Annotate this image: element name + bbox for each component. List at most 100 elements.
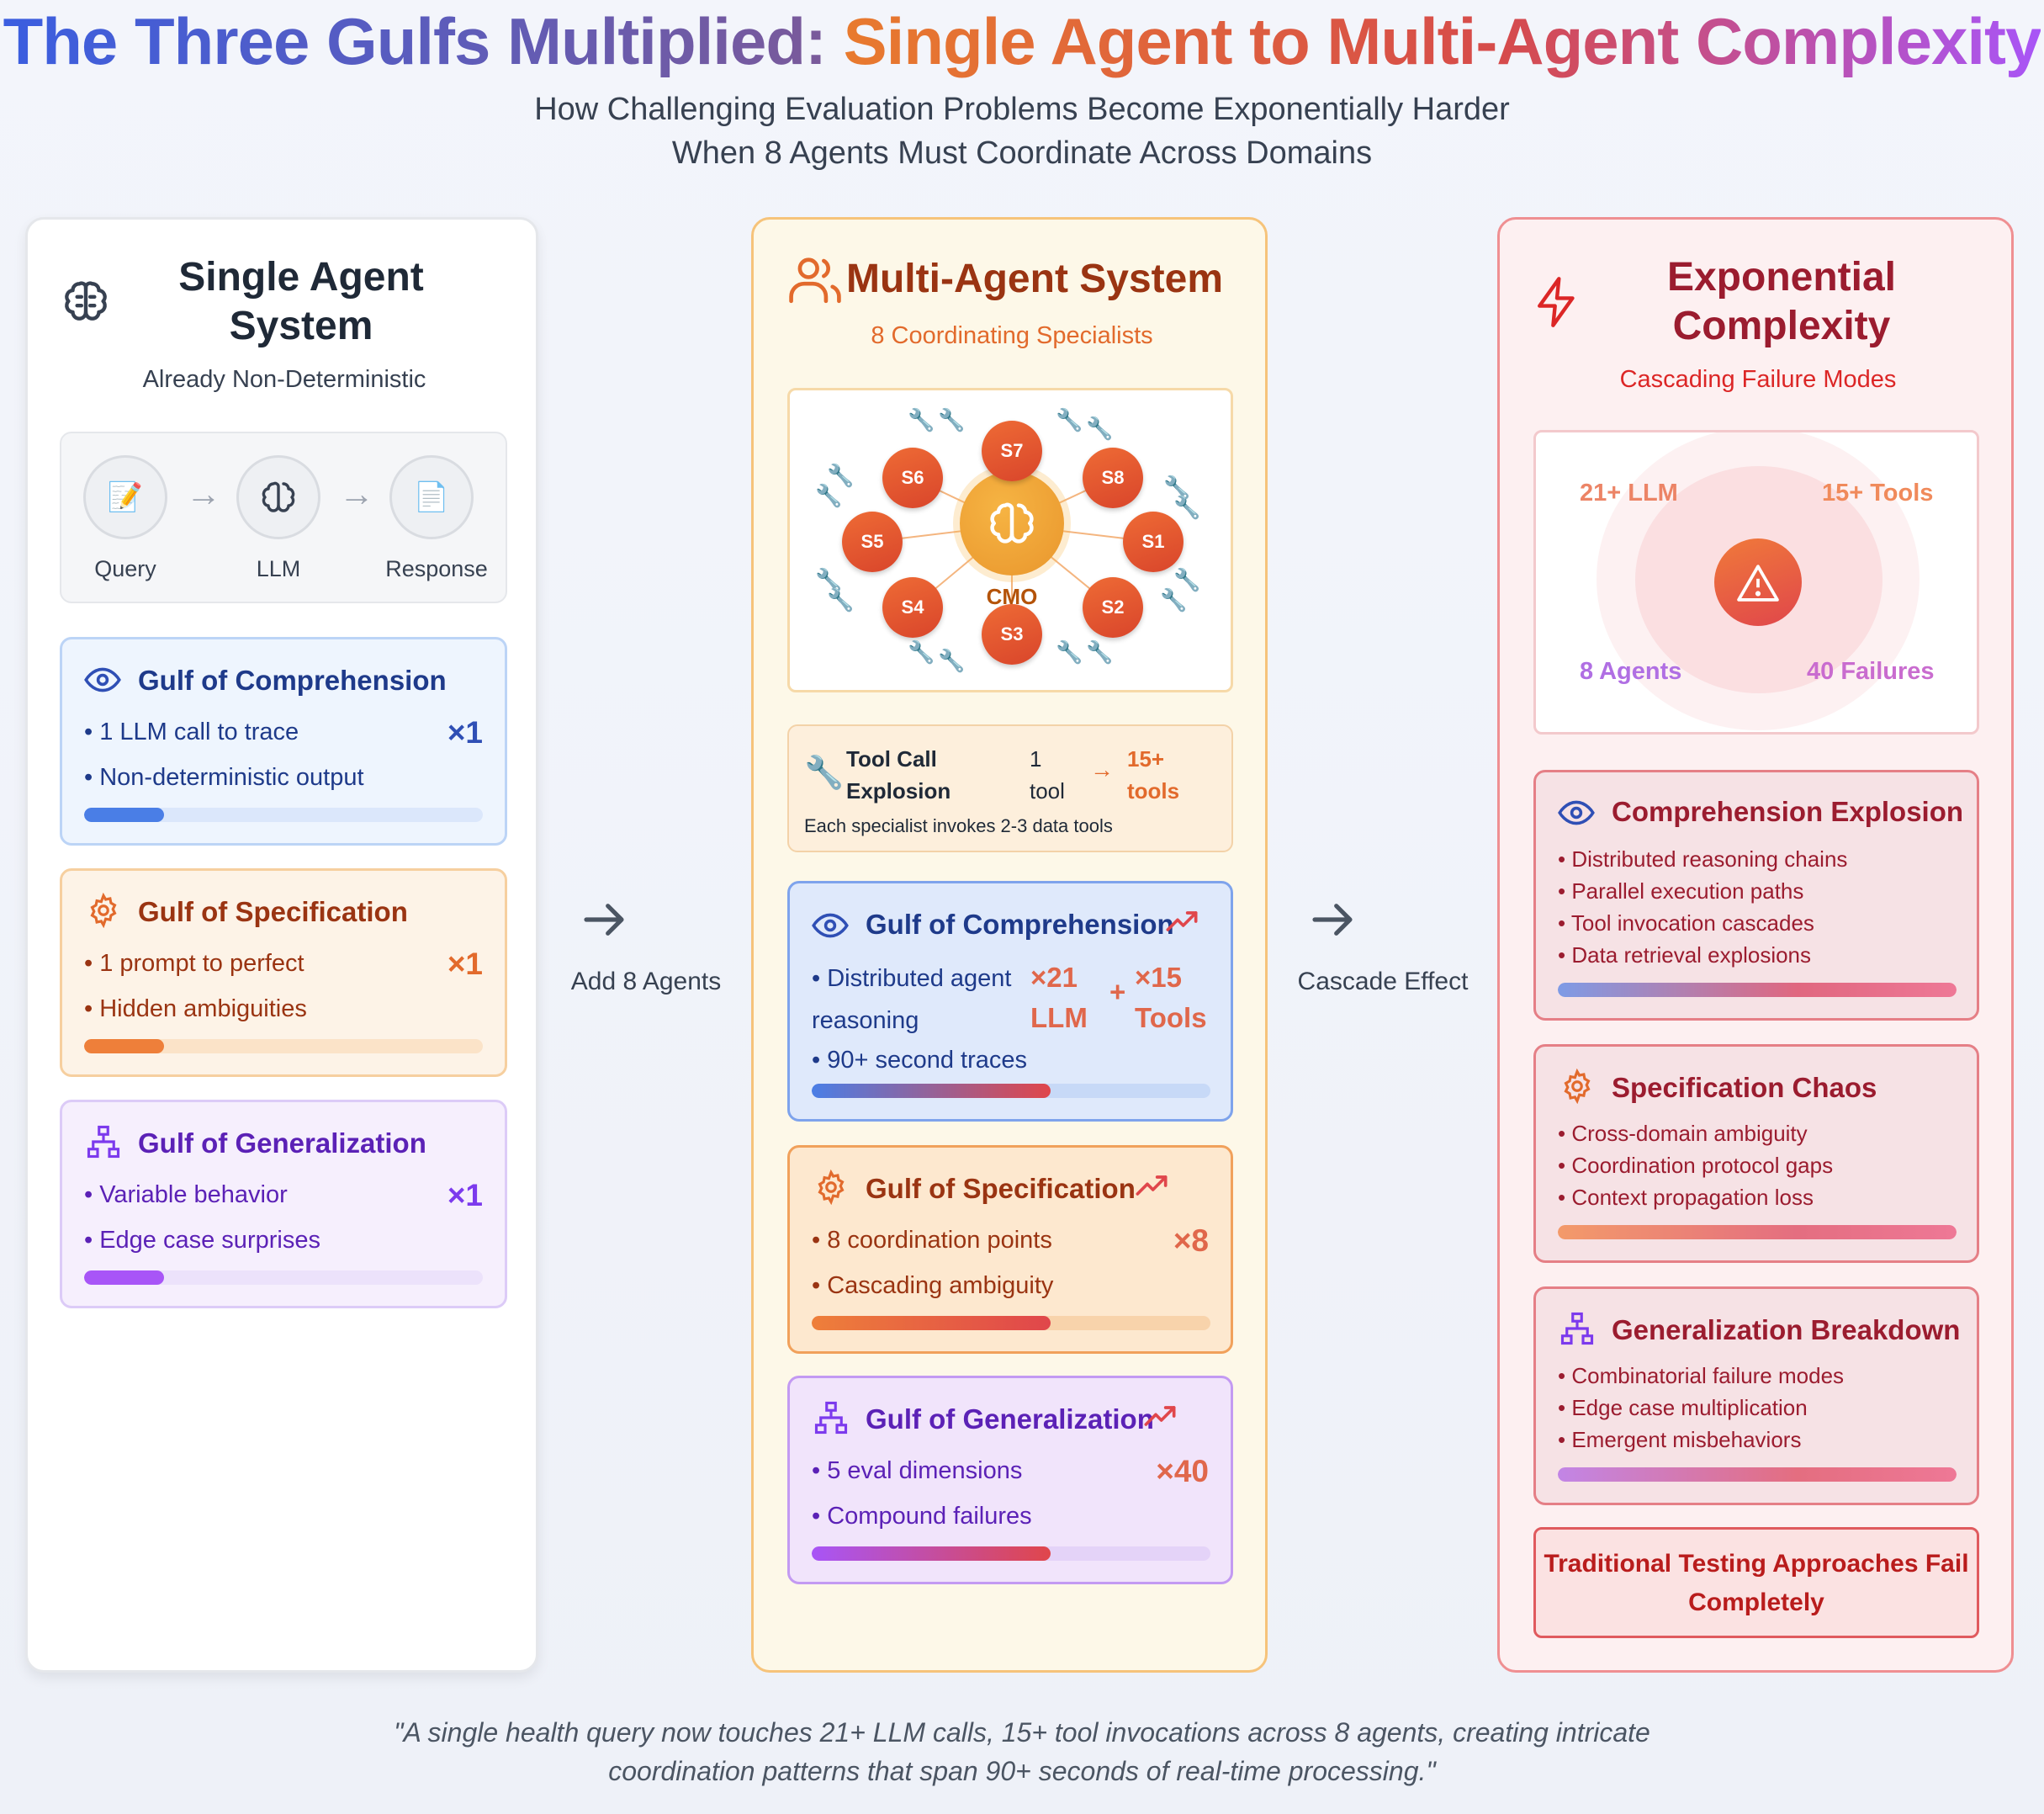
multi-gulf-comprehension: Gulf of Comprehension • Distributed agen… xyxy=(787,881,1233,1122)
gulf-item: • Cascading ambiguity xyxy=(812,1272,1054,1299)
users-icon xyxy=(789,255,841,308)
gulf-progress-fill xyxy=(84,1039,164,1053)
specification-chaos: Specification Chaos • Cross-domain ambig… xyxy=(1533,1044,1979,1263)
trend-up-icon xyxy=(1165,909,1199,938)
section-bar-fill xyxy=(1558,983,1957,997)
exponential-title: Exponential Complexity xyxy=(1592,253,1971,351)
multi-gulf-generalization: Gulf of Generalization • 5 eval dimensio… xyxy=(787,1376,1233,1584)
gear-icon xyxy=(86,892,121,932)
llm-label: LLM xyxy=(256,556,301,581)
section-title: Generalization Breakdown xyxy=(1612,1314,1961,1345)
single-gulf-comprehension: Gulf of Comprehension • 1 LLM call to tr… xyxy=(60,637,507,846)
tce-title-line2: Explosion xyxy=(846,778,951,804)
agent-node-s5: S5 xyxy=(842,512,903,572)
gulf-multiplier: ×8 xyxy=(1173,1223,1209,1258)
gulf-title: Gulf of Specification xyxy=(138,896,408,927)
wrench-icon: 🔧 xyxy=(1173,495,1201,520)
gulf-multiplier: ×1 xyxy=(447,715,483,750)
multi-gulf-specification: Gulf of Specification • 8 coordination p… xyxy=(787,1145,1233,1354)
comprehension-explosion: Comprehension Explosion • Distributed re… xyxy=(1533,770,1979,1021)
gear-icon xyxy=(813,1169,849,1209)
single-agent-panel: Single Agent System Already Non-Determin… xyxy=(25,217,538,1673)
response-label: Response xyxy=(385,556,488,581)
query-label: Query xyxy=(94,556,156,581)
multi-agent-panel: Multi-Agent System 8 Coordinating Specia… xyxy=(751,217,1268,1673)
gulf-progress-bar xyxy=(812,1546,1210,1561)
gulf-multiplier: ×1 xyxy=(447,1178,483,1212)
tce-title-line1: Tool Call xyxy=(846,746,937,772)
gulf-progress-fill xyxy=(812,1084,1051,1098)
gulf-progress-fill xyxy=(84,1270,164,1285)
wrench-icon: 🔧 xyxy=(908,639,935,665)
section-item: • Parallel execution paths xyxy=(1558,878,1804,904)
wrench-icon: 🔧 xyxy=(938,407,966,432)
cmo-node xyxy=(960,471,1064,575)
gulf-item-line2: reasoning xyxy=(812,1007,919,1034)
wrench-icon: 🔧 xyxy=(1163,475,1191,500)
gear-icon xyxy=(1559,1068,1595,1108)
gulf-title: Gulf of Generalization xyxy=(866,1403,1154,1435)
risk-agents-label: 8 Agents xyxy=(1580,658,1682,685)
plus-sign: + xyxy=(1109,976,1126,1007)
fail-line2: Completely xyxy=(1688,1589,1824,1616)
mult-llm-line2: LLM xyxy=(1030,1002,1088,1033)
gulf-progress-bar xyxy=(84,1039,483,1053)
arrow-right-icon xyxy=(1309,887,1356,954)
gulf-progress-bar xyxy=(812,1316,1210,1330)
section-bar xyxy=(1558,1467,1957,1482)
tce-from: 1 tool xyxy=(1030,743,1065,807)
warning-icon xyxy=(1737,565,1779,602)
multi-subtitle: 8 Coordinating Specialists xyxy=(871,322,1153,349)
gulf-item: • Variable behavior xyxy=(84,1181,288,1208)
quote-line1: "A single health query now touches 21+ L… xyxy=(394,1717,1650,1748)
gulf-item: • Distributed agent reasoning xyxy=(812,957,1011,1042)
mult-tools-line2: Tools xyxy=(1135,1002,1207,1033)
gulf-item: • 8 coordination points xyxy=(812,1227,1052,1254)
risk-llm-label: 21+ LLM xyxy=(1580,480,1678,507)
subtitle-line1: How Challenging Evaluation Problems Beco… xyxy=(534,92,1510,127)
query-node: 📝 xyxy=(83,455,167,539)
wrench-icon: 🔧 xyxy=(815,483,843,508)
wrench-icon: 🔧 xyxy=(908,407,935,432)
agent-node-s2: S2 xyxy=(1083,577,1143,638)
tce-from-line2: tool xyxy=(1030,778,1065,804)
wrench-icon: 🔧 xyxy=(1056,407,1083,432)
wrench-icon: 🔧 xyxy=(827,587,855,613)
single-title: Single Agent System xyxy=(137,253,465,351)
agent-network: CMO S7 S8 S1 S2 S3 S4 S5 S6 🔧 🔧 🔧 🔧 🔧 🔧 … xyxy=(787,388,1233,692)
exponential-panel: Exponential Complexity Cascading Failure… xyxy=(1497,217,2014,1673)
gulf-title: Gulf of Comprehension xyxy=(138,665,447,696)
risk-tools-label: 15+ Tools xyxy=(1822,480,1934,507)
single-title-line2: System xyxy=(229,304,373,348)
mult-llm-line1: ×21 xyxy=(1030,962,1078,993)
wrench-icon: 🔧 xyxy=(1173,567,1201,592)
add-agents-label: Add 8 Agents xyxy=(570,968,722,995)
wrench-icon: 🔧 xyxy=(1086,639,1114,665)
warning-node xyxy=(1714,538,1802,626)
gulf-title: Gulf of Generalization xyxy=(138,1127,426,1159)
gulf-multiplier: ×40 xyxy=(1156,1454,1209,1488)
tce-from-line1: 1 xyxy=(1030,746,1042,772)
agent-node-s6: S6 xyxy=(882,448,943,508)
gulf-item: • Non-deterministic output xyxy=(84,764,364,791)
section-item: • Emergent misbehaviors xyxy=(1558,1427,1802,1452)
gulf-title: Gulf of Specification xyxy=(866,1173,1136,1204)
flow-arrow-icon: → xyxy=(186,474,221,513)
single-subtitle: Already Non-Deterministic xyxy=(142,366,426,393)
gulf-progress-bar xyxy=(812,1084,1210,1098)
section-item: • Context propagation loss xyxy=(1558,1185,1814,1210)
trend-up-icon xyxy=(1135,1173,1168,1202)
gulf-item: • 90+ second traces xyxy=(812,1047,1028,1074)
tool-call-explosion: 🔧 Tool Call Explosion 1 tool → 15+ tools… xyxy=(787,724,1233,852)
llm-node xyxy=(236,455,320,539)
section-item: • Distributed reasoning chains xyxy=(1558,846,1848,872)
exp-title-line1: Exponential xyxy=(1666,255,1897,300)
wrench-icon: 🔧 xyxy=(827,463,855,488)
document-icon: 📄 xyxy=(413,481,450,513)
section-item: • Tool invocation cascades xyxy=(1558,910,1814,936)
hierarchy-icon xyxy=(1559,1311,1595,1350)
tce-to-line1: 15+ xyxy=(1127,746,1165,772)
agent-node-s1: S1 xyxy=(1123,512,1184,572)
gulf-item: • Compound failures xyxy=(812,1503,1032,1530)
tce-title: Tool Call Explosion xyxy=(846,743,951,807)
